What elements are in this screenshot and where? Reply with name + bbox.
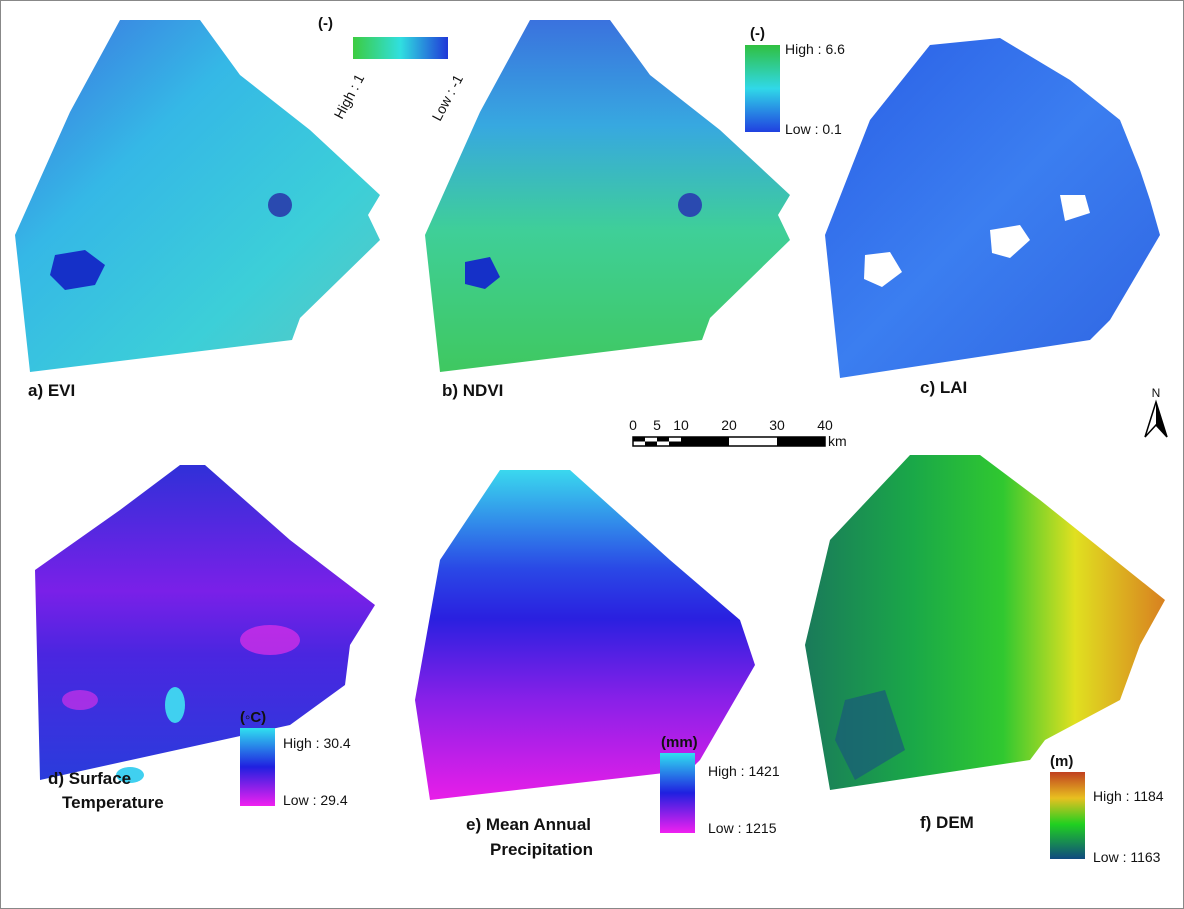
panel-label: Precipitation	[490, 840, 593, 859]
legend-lst: (◦C) High : 30.4 Low : 29.4	[240, 709, 351, 808]
panel-label: f) DEM	[920, 813, 974, 832]
scale-bar: 0 5 10 20 30 40 km	[629, 417, 847, 449]
scale-unit: km	[828, 433, 847, 449]
legend-high: High : 1184	[1093, 788, 1164, 804]
legend-lai: (-) High : 6.6 Low : 0.1	[745, 25, 845, 137]
panel-label: c) LAI	[920, 378, 967, 397]
legend-unit: (mm)	[661, 734, 698, 751]
legend-unit: (m)	[1050, 753, 1073, 770]
color-ramp	[353, 37, 448, 59]
north-label: N	[1152, 386, 1161, 400]
legend-low: Low : -1	[429, 72, 467, 124]
panel-label: d) Surface	[48, 769, 131, 788]
legend-unit: (-)	[750, 25, 765, 42]
legend-high: High : 1421	[708, 763, 780, 779]
legend-evi: (-) High : 1 Low : -1	[318, 15, 466, 123]
map-lai	[825, 38, 1160, 378]
legend-low: Low : 1215	[708, 820, 777, 836]
color-ramp	[240, 728, 275, 806]
panel-label: e) Mean Annual	[466, 815, 591, 834]
scale-label: 20	[721, 417, 737, 433]
figure: (-) High : 1 Low : -1 (-) High : 6.6 Low…	[0, 0, 1184, 909]
legend-low: Low : 29.4	[283, 792, 348, 808]
legend-low: Low : 1163	[1093, 849, 1161, 865]
color-ramp	[660, 753, 695, 833]
map-precipitation	[415, 470, 755, 800]
color-ramp	[745, 45, 780, 132]
scale-label: 0	[629, 417, 637, 433]
legend-low: Low : 0.1	[785, 121, 842, 137]
color-ramp	[1050, 772, 1085, 859]
legend-high: High : 6.6	[785, 41, 845, 57]
legend-unit: (-)	[318, 15, 333, 32]
scale-label: 10	[673, 417, 689, 433]
scale-label: 40	[817, 417, 833, 433]
legend-precipitation: (mm) High : 1421 Low : 1215	[660, 734, 780, 836]
map-ndvi	[425, 20, 790, 372]
panel-label: Temperature	[62, 793, 164, 812]
scale-label: 30	[769, 417, 785, 433]
map-dem	[805, 455, 1165, 790]
legend-high: High : 1	[331, 71, 368, 121]
legend-high: High : 30.4	[283, 735, 351, 751]
north-arrow: N	[1145, 386, 1167, 437]
legend-dem: (m) High : 1184 Low : 1163	[1050, 753, 1164, 865]
legend-unit: (◦C)	[240, 709, 266, 726]
map-evi	[15, 20, 380, 372]
scale-label: 5	[653, 417, 661, 433]
panel-label: a) EVI	[28, 381, 75, 400]
panel-label: b) NDVI	[442, 381, 503, 400]
